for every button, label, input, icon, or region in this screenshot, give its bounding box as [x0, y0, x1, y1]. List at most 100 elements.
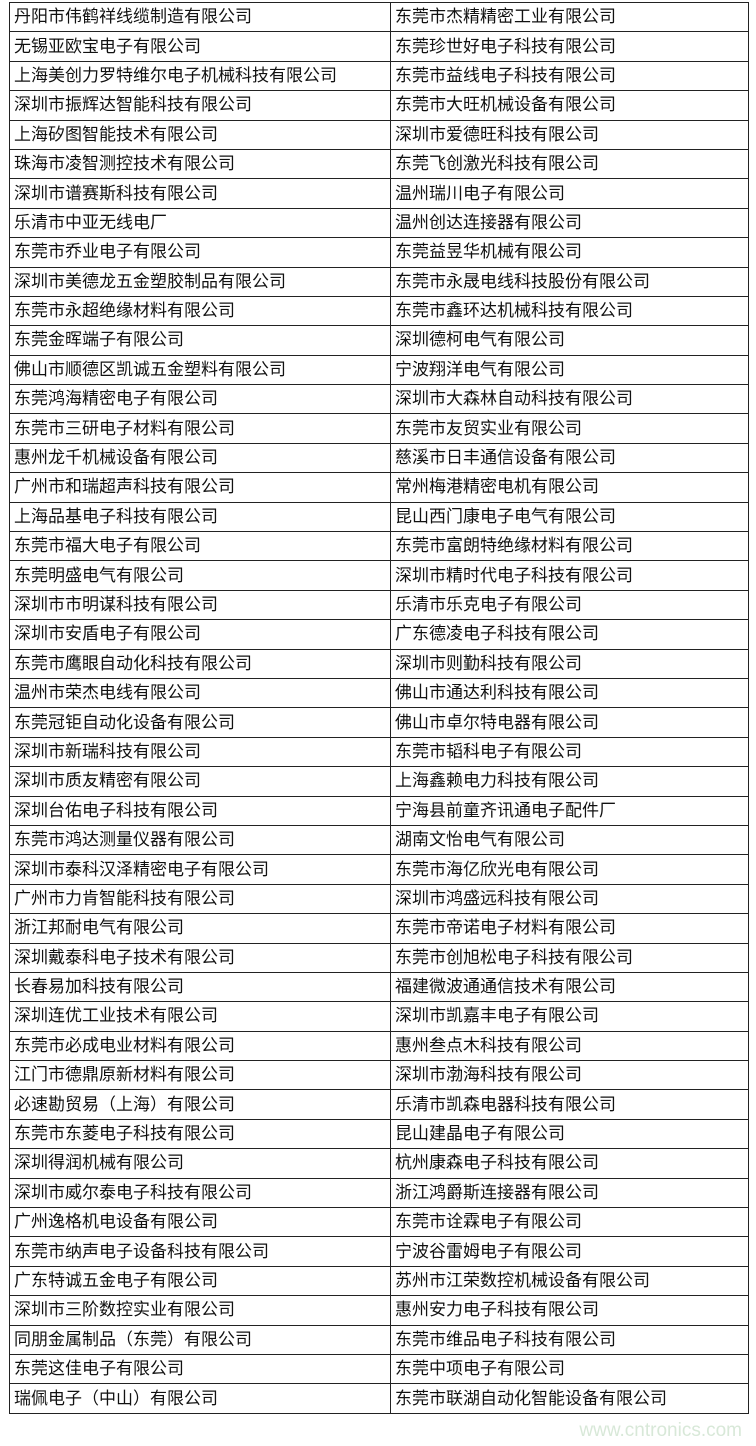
company-cell-left: 东莞金晖端子有限公司: [9, 325, 391, 356]
table-row: 东莞金晖端子有限公司 深圳德柯电气有限公司: [9, 325, 749, 356]
company-cell-right: 温州创达连接器有限公司: [390, 207, 749, 239]
company-cell-left: 同朋金属制品（东莞）有限公司: [9, 1324, 391, 1355]
table-row: 丹阳市伟鹤祥线缆制造有限公司 东莞市杰精精密工业有限公司: [9, 1, 749, 33]
company-cell-left: 深圳连优工业技术有限公司: [9, 1001, 391, 1032]
table-row: 东莞市永超绝缘材料有限公司 东莞市鑫环达机械科技有限公司: [9, 295, 749, 327]
company-cell-right: 乐清市凯森电器科技有限公司: [390, 1089, 749, 1120]
table-row: 深圳市市明谋科技有限公司 乐清市乐克电子有限公司: [9, 589, 749, 621]
table-row: 必速勘贸易（上海）有限公司 乐清市凯森电器科技有限公司: [9, 1089, 749, 1120]
table-row: 深圳得润机械有限公司 杭州康森电子科技有限公司: [9, 1148, 749, 1179]
company-cell-right: 深圳市精时代电子科技有限公司: [390, 560, 749, 591]
table-row: 无锡亚欧宝电子有限公司 东莞珍世好电子科技有限公司: [9, 31, 749, 62]
company-cell-right: 东莞中项电子有限公司: [390, 1353, 749, 1385]
company-cell-left: 温州市荣杰电线有限公司: [9, 677, 391, 709]
table-row: 上海品基电子科技有限公司 昆山西门康电子电气有限公司: [9, 501, 749, 533]
company-cell-right: 东莞市海亿欣光电有限公司: [390, 854, 749, 885]
company-cell-right: 东莞市富朗特绝缘材料有限公司: [390, 531, 749, 562]
table-row: 深圳市振辉达智能科技有限公司 东莞市大旺机械设备有限公司: [9, 90, 749, 121]
table-row: 深圳市泰科汉泽精密电子有限公司 东莞市海亿欣光电有限公司: [9, 854, 749, 885]
company-cell-right: 东莞市韬科电子有限公司: [390, 736, 749, 768]
table-row: 珠海市凌智测控技术有限公司 东莞飞创激光科技有限公司: [9, 148, 749, 180]
table-row: 深圳市三阶数控实业有限公司 惠州安力电子科技有限公司: [9, 1295, 749, 1326]
company-cell-right: 湖南文怡电气有限公司: [390, 824, 749, 856]
company-cell-left: 上海矽图智能技术有限公司: [9, 119, 391, 150]
company-cell-right: 东莞市永晟电线科技股份有限公司: [390, 266, 749, 297]
company-cell-right: 东莞市联湖自动化智能设备有限公司: [390, 1383, 749, 1414]
table-row: 深圳市谱赛斯科技有限公司 温州瑞川电子有限公司: [9, 178, 749, 209]
company-cell-right: 东莞市创旭松电子科技有限公司: [390, 942, 749, 973]
company-cell-right: 惠州安力电子科技有限公司: [390, 1295, 749, 1326]
company-cell-right: 东莞市杰精精密工业有限公司: [390, 1, 749, 33]
table-row: 东莞鸿海精密电子有限公司 深圳市大森林自动科技有限公司: [9, 384, 749, 415]
company-cell-left: 东莞这佳电子有限公司: [9, 1353, 391, 1385]
company-cell-left: 深圳市美德龙五金塑胶制品有限公司: [9, 266, 391, 297]
company-cell-left: 东莞市乔业电子有限公司: [9, 237, 391, 268]
table-row: 东莞市鹰眼自动化科技有限公司 深圳市则勤科技有限公司: [9, 648, 749, 679]
company-cell-right: 深圳市爱德旺科技有限公司: [390, 119, 749, 150]
company-cell-left: 珠海市凌智测控技术有限公司: [9, 148, 391, 180]
company-cell-left: 必速勘贸易（上海）有限公司: [9, 1089, 391, 1120]
table-row: 东莞市福大电子有限公司 东莞市富朗特绝缘材料有限公司: [9, 531, 749, 562]
company-table-body: 丹阳市伟鹤祥线缆制造有限公司 东莞市杰精精密工业有限公司 无锡亚欧宝电子有限公司 东莞…: [9, 1, 749, 1414]
company-cell-right: 东莞市维品电子科技有限公司: [390, 1324, 749, 1355]
table-row: 东莞冠钜自动化设备有限公司 佛山市卓尔特电器有限公司: [9, 707, 749, 738]
company-cell-left: 深圳市质友精密有限公司: [9, 766, 391, 797]
company-cell-right: 东莞珍世好电子科技有限公司: [390, 31, 749, 62]
table-row: 东莞市鸿达测量仪器有限公司 湖南文怡电气有限公司: [9, 824, 749, 856]
company-cell-right: 深圳市渤海科技有限公司: [390, 1060, 749, 1091]
company-cell-right: 佛山市卓尔特电器有限公司: [390, 707, 749, 738]
company-cell-left: 深圳市三阶数控实业有限公司: [9, 1295, 391, 1326]
company-cell-left: 东莞鸿海精密电子有限公司: [9, 384, 391, 415]
table-row: 温州市荣杰电线有限公司 佛山市通达利科技有限公司: [9, 677, 749, 709]
table-row: 深圳连优工业技术有限公司 深圳市凯嘉丰电子有限公司: [9, 1001, 749, 1032]
table-row: 广东特诚五金电子有限公司 苏州市江荣数控机械设备有限公司: [9, 1265, 749, 1297]
company-cell-right: 常州梅港精密电机有限公司: [390, 472, 749, 503]
company-cell-left: 深圳市安盾电子有限公司: [9, 619, 391, 650]
company-cell-left: 深圳市威尔泰电子科技有限公司: [9, 1177, 391, 1209]
company-cell-right: 东莞市友贸实业有限公司: [390, 413, 749, 444]
company-cell-left: 广州市和瑞超声科技有限公司: [9, 472, 391, 503]
company-cell-left: 深圳台佑电子科技有限公司: [9, 795, 391, 826]
company-cell-left: 东莞市福大电子有限公司: [9, 531, 391, 562]
table-row: 广州市和瑞超声科技有限公司 常州梅港精密电机有限公司: [9, 472, 749, 503]
company-cell-left: 东莞市永超绝缘材料有限公司: [9, 295, 391, 327]
company-cell-left: 东莞市东菱电子科技有限公司: [9, 1118, 391, 1150]
company-cell-right: 东莞市鑫环达机械科技有限公司: [390, 295, 749, 327]
table-row: 东莞市必成电业材料有限公司 惠州叁点木科技有限公司: [9, 1030, 749, 1062]
company-cell-left: 瑞佩电子（中山）有限公司: [9, 1383, 391, 1414]
company-cell-right: 佛山市通达利科技有限公司: [390, 677, 749, 709]
company-cell-left: 东莞市必成电业材料有限公司: [9, 1030, 391, 1062]
company-cell-right: 上海鑫赖电力科技有限公司: [390, 766, 749, 797]
company-cell-left: 东莞市三研电子材料有限公司: [9, 413, 391, 444]
company-cell-right: 乐清市乐克电子有限公司: [390, 589, 749, 621]
company-cell-right: 苏州市江荣数控机械设备有限公司: [390, 1265, 749, 1297]
table-row: 上海矽图智能技术有限公司 深圳市爱德旺科技有限公司: [9, 119, 749, 150]
company-cell-left: 长春易加科技有限公司: [9, 971, 391, 1003]
table-row: 东莞市乔业电子有限公司 东莞益昱华机械有限公司: [9, 237, 749, 268]
company-cell-right: 东莞市益线电子科技有限公司: [390, 60, 749, 92]
company-cell-left: 丹阳市伟鹤祥线缆制造有限公司: [9, 1, 391, 33]
table-row: 东莞市纳声电子设备科技有限公司 宁波谷雷姆电子有限公司: [9, 1236, 749, 1267]
table-row: 同朋金属制品（东莞）有限公司 东莞市维品电子科技有限公司: [9, 1324, 749, 1355]
company-cell-right: 东莞飞创激光科技有限公司: [390, 148, 749, 180]
company-cell-left: 江门市德鼎原新材料有限公司: [9, 1060, 391, 1091]
company-cell-right: 慈溪市日丰通信设备有限公司: [390, 442, 749, 474]
table-row: 东莞明盛电气有限公司 深圳市精时代电子科技有限公司: [9, 560, 749, 591]
table-row: 东莞这佳电子有限公司 东莞中项电子有限公司: [9, 1353, 749, 1385]
company-cell-right: 温州瑞川电子有限公司: [390, 178, 749, 209]
watermark: www.cntronics.com: [579, 1420, 742, 1441]
company-cell-left: 广州市力肯智能科技有限公司: [9, 883, 391, 915]
company-cell-left: 东莞明盛电气有限公司: [9, 560, 391, 591]
table-row: 广州市力肯智能科技有限公司 深圳市鸿盛远科技有限公司: [9, 883, 749, 915]
table-row: 广州逸格机电设备有限公司 东莞市诠霖电子有限公司: [9, 1207, 749, 1238]
company-cell-left: 浙江邦耐电气有限公司: [9, 913, 391, 944]
table-row: 深圳市美德龙五金塑胶制品有限公司 东莞市永晟电线科技股份有限公司: [9, 266, 749, 297]
company-cell-left: 广东特诚五金电子有限公司: [9, 1265, 391, 1297]
table-row: 深圳市安盾电子有限公司 广东德凌电子科技有限公司: [9, 619, 749, 650]
table-row: 瑞佩电子（中山）有限公司 东莞市联湖自动化智能设备有限公司: [9, 1383, 749, 1414]
company-cell-right: 深圳德柯电气有限公司: [390, 325, 749, 356]
company-cell-right: 昆山西门康电子电气有限公司: [390, 501, 749, 533]
company-cell-right: 东莞市大旺机械设备有限公司: [390, 90, 749, 121]
company-cell-left: 深圳市泰科汉泽精密电子有限公司: [9, 854, 391, 885]
company-cell-right: 东莞市帝诺电子材料有限公司: [390, 913, 749, 944]
